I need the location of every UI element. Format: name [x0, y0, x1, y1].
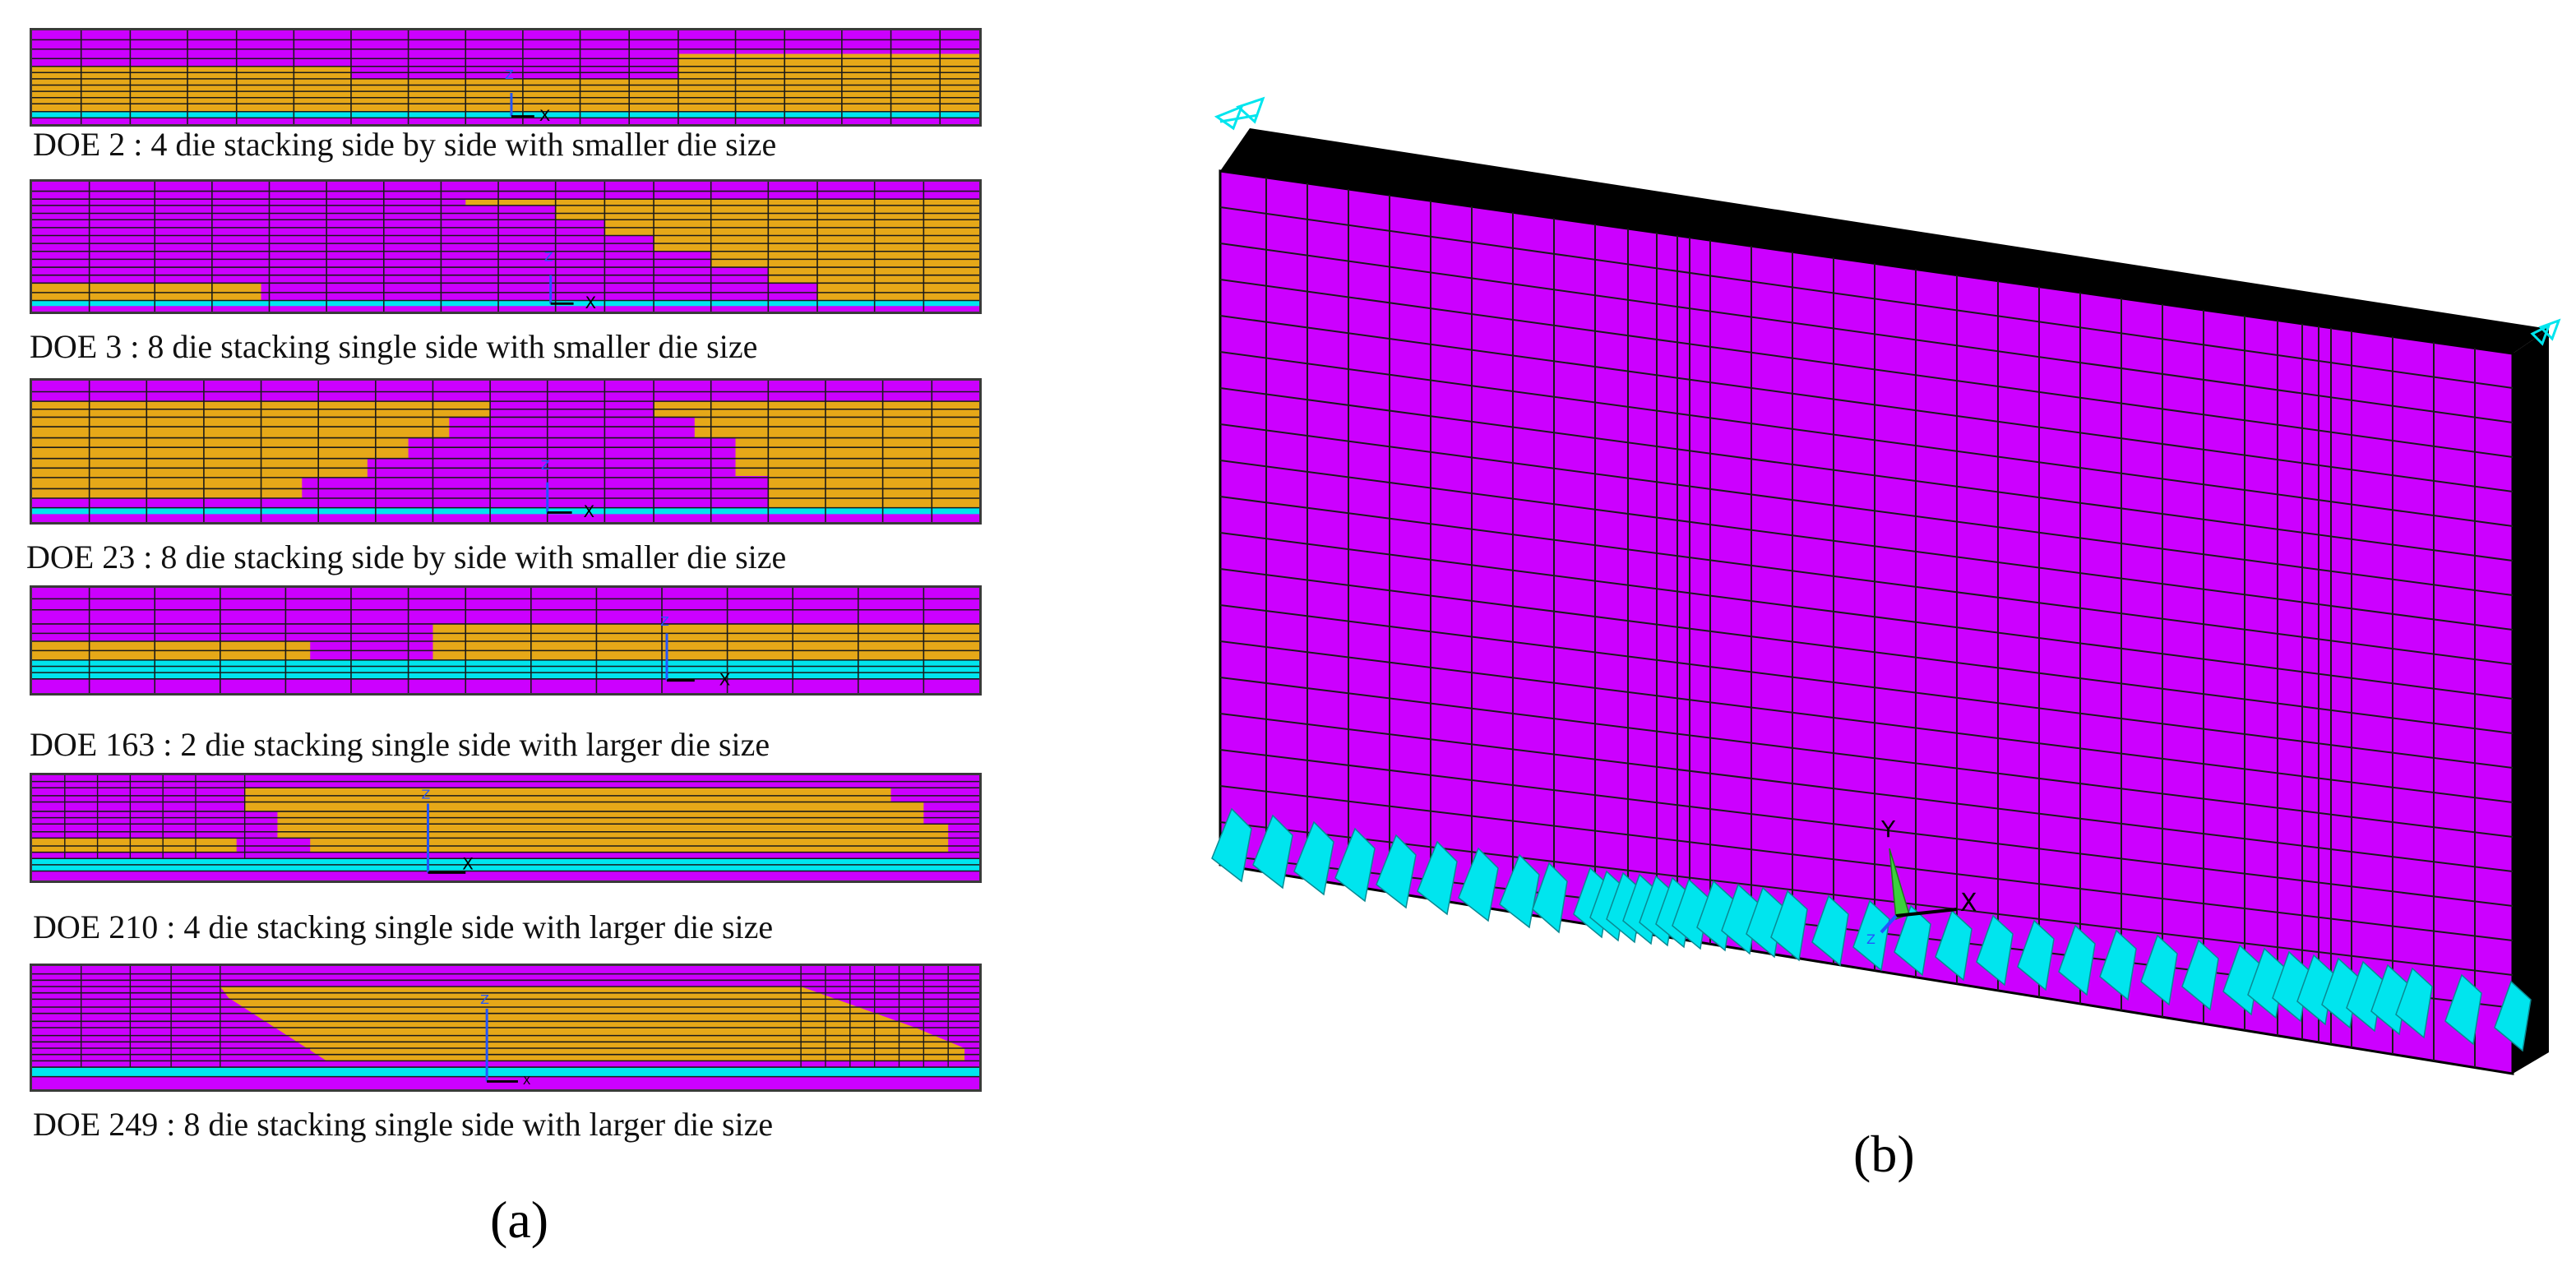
axis-label-horizontal: X [584, 502, 595, 521]
mesh-vertical-lines [64, 775, 246, 859]
mesh-strip-doe2: Z X [30, 28, 982, 127]
axis-label-vertical: Z [544, 249, 553, 265]
mesh-vertical-lines [80, 966, 949, 1068]
mold-region-left [32, 838, 237, 853]
substrate-layer [32, 659, 979, 679]
caption-doe2: DOE 2 : 4 die stacking side by side with… [33, 126, 777, 163]
mesh-strip-doe2-svg: Z X [32, 30, 979, 124]
mesh-horizontal-lines [32, 598, 979, 680]
substrate-layer [32, 111, 979, 118]
mold-region-right [678, 53, 979, 112]
mesh-horizontal-lines [32, 780, 979, 872]
mold-region-center [350, 78, 703, 112]
caption-doe249: DOE 249 : 8 die stacking single side wit… [33, 1106, 774, 1143]
axis-label-horizontal: X [523, 1075, 531, 1088]
axis-triad: Z X [480, 991, 530, 1088]
mesh-horizontal-lines [32, 973, 979, 1078]
mesh-strip-doe249: Z X [30, 964, 982, 1092]
caption-doe23: DOE 23 : 8 die stacking side by side wit… [26, 538, 787, 575]
top-edge-face [1220, 128, 2549, 354]
mesh-strip-doe3-svg: Z X [32, 182, 979, 312]
axis-triad: Z X [660, 614, 730, 689]
caption-doe210: DOE 210 : 4 die stacking single side wit… [33, 908, 774, 945]
axis-label-vertical: Z [505, 67, 514, 82]
axis-triad: Z X [541, 457, 594, 521]
triad-y-label: Y [1880, 816, 1896, 843]
panel-a-label: (a) [490, 1190, 549, 1249]
mesh-horizontal-lines [32, 391, 979, 509]
mold-region-main [244, 788, 949, 853]
mesh-strip-doe210-svg: Z X [32, 775, 979, 880]
axis-label-horizontal: X [539, 107, 551, 124]
substrate-layer [32, 300, 979, 307]
mesh-horizontal-lines [32, 39, 979, 119]
front-face-mesh [1220, 171, 2513, 1074]
triad-z-label: Z [1866, 931, 1875, 947]
mesh-strip-doe210: Z X [30, 773, 982, 883]
right-edge-face [2513, 329, 2549, 1074]
axis-label-vertical: Z [660, 614, 669, 629]
axis-triad: Z X [422, 788, 474, 874]
front-face [1219, 169, 2514, 1075]
mesh-strip-doe163: Z X [30, 585, 982, 696]
top-left-constraint-icon [1214, 96, 1265, 131]
mesh-strip-doe249-svg: Z X [32, 966, 979, 1089]
coordinate-triad-icon: Y X Z [1866, 816, 1977, 947]
top-right-constraint-icon [2530, 318, 2561, 346]
axis-label-horizontal: X [462, 855, 474, 874]
axis-label-horizontal: X [585, 293, 596, 312]
axis-label-horizontal: X [719, 671, 731, 690]
panel-b-3d-mesh: Y X Z [1211, 96, 2561, 1075]
mold-region-left [32, 283, 261, 301]
axis-triad: Z X [544, 249, 596, 312]
mesh-strip-doe163-svg: Z X [32, 588, 979, 693]
mesh-strip-doe23-svg: Z X [32, 381, 979, 522]
mesh-horizontal-lines [32, 190, 979, 302]
mesh-strip-doe23: Z X [30, 378, 982, 525]
axis-triad: Z X [505, 67, 550, 124]
mesh-vertical-lines [88, 588, 925, 693]
axis-label-vertical: Z [480, 991, 489, 1007]
triad-x-label: X [1960, 889, 1977, 917]
boundary-arrows [1211, 807, 2532, 1052]
mold-region-right [432, 623, 979, 660]
axis-label-vertical: Z [422, 788, 431, 802]
substrate-layer [32, 507, 979, 515]
caption-doe3: DOE 3 : 8 die stacking single side with … [30, 328, 758, 365]
mesh-vertical-lines [88, 381, 933, 522]
mold-region-right [654, 401, 979, 508]
substrate-layer [32, 1067, 979, 1077]
caption-doe163: DOE 163 : 2 die stacking single side wit… [30, 726, 770, 763]
mesh-vertical-lines [80, 30, 941, 124]
mesh-vertical-lines [88, 182, 925, 312]
mesh-strip-doe3: Z X [30, 179, 982, 314]
axis-label-vertical: Z [541, 457, 550, 473]
panel-b-label: (b) [1853, 1125, 1915, 1183]
